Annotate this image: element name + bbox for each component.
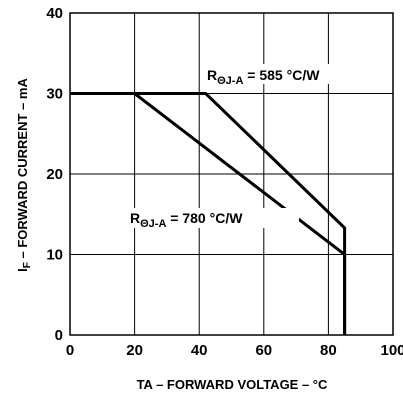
series-label-585-rest: = 585 °C/W: [243, 67, 320, 83]
y-tick-label: 10: [46, 247, 63, 264]
series-label-780: RΘJ-A = 780 °C/W: [127, 208, 299, 230]
series-label-585-sub: ΘJ-A: [217, 75, 243, 87]
x-tick-label: 20: [126, 342, 143, 359]
series-label-780-rest: = 780 °C/W: [166, 210, 243, 226]
series-label-780-main: R: [130, 210, 140, 226]
y-axis-title-sub: F: [22, 262, 33, 268]
x-tick-label: 100: [380, 342, 403, 359]
series-label-780-sub: ΘJ-A: [140, 218, 166, 230]
x-tick-label: 60: [255, 342, 272, 359]
y-axis-title: IF – FORWARD CURRENT – mA: [15, 78, 33, 272]
y-axis-title-main: I: [15, 268, 30, 272]
y-tick-label: 20: [46, 166, 63, 183]
series-line-1: [70, 92, 347, 335]
plot-frame: [69, 12, 394, 336]
tick-layer: 0 20 40 60 80 100 0 10 20 30 40: [46, 5, 403, 359]
y-tick-label: 30: [46, 86, 63, 103]
svg-text:RΘJ-A = 585 °C/W: RΘJ-A = 585 °C/W: [207, 67, 320, 87]
series-layer: [70, 92, 347, 335]
x-tick-label: 40: [191, 342, 208, 359]
series-label-585-main: R: [207, 67, 217, 83]
y-tick-label: 0: [55, 327, 63, 344]
y-axis-title-rest: – FORWARD CURRENT – mA: [15, 78, 30, 263]
x-tick-label: 80: [320, 342, 337, 359]
x-tick-label: 0: [66, 342, 74, 359]
x-axis-title: TA – FORWARD VOLTAGE – °C: [137, 377, 328, 392]
y-tick-label: 40: [46, 5, 63, 22]
svg-text:RΘJ-A = 780 °C/W: RΘJ-A = 780 °C/W: [130, 210, 243, 230]
series-label-585: RΘJ-A = 585 °C/W: [205, 64, 377, 87]
